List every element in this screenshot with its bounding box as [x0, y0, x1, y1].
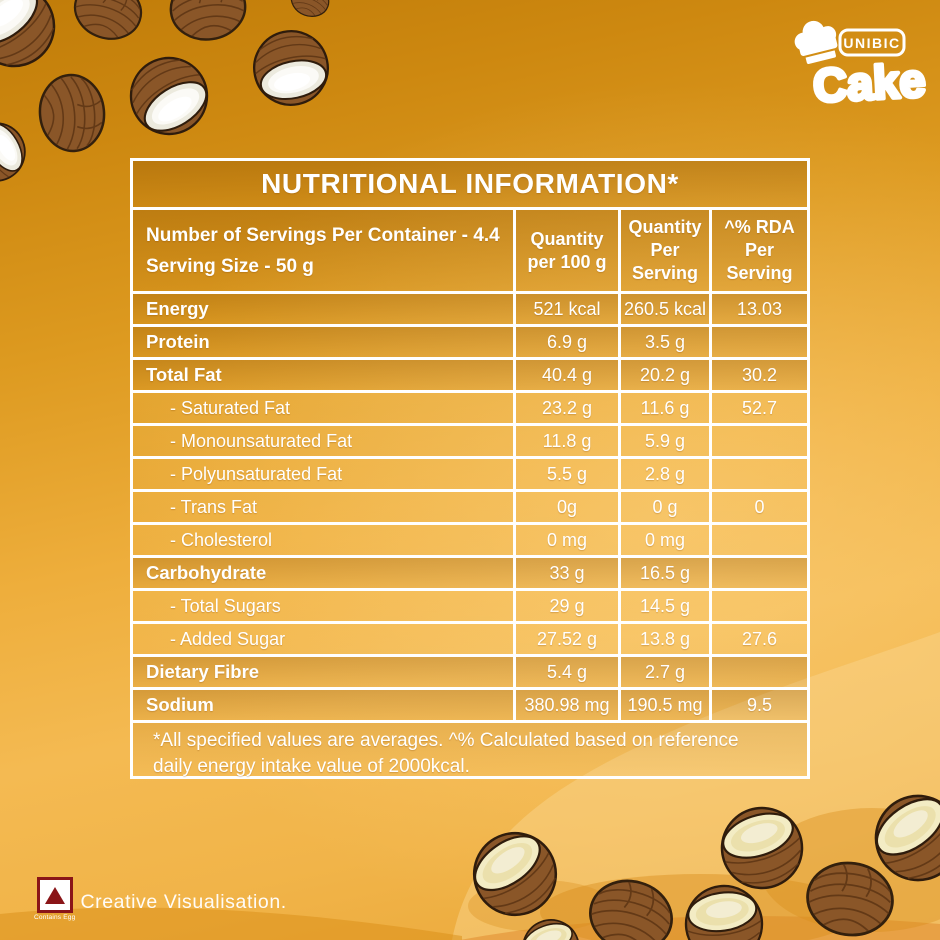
table-header: Number of Servings Per Container - 4.4 S…	[133, 207, 807, 291]
coconut-illustration	[66, 0, 150, 49]
table-row: Protein 6.9 g 3.5 g	[133, 324, 807, 357]
table-row: - Total Sugars 29 g 14.5 g	[133, 588, 807, 621]
footnote-line-1: *All specified values are averages. ^% C…	[153, 730, 739, 751]
table-row: - Cholesterol 0 mg 0 mg	[133, 522, 807, 555]
table-row: Dietary Fibre 5.4 g 2.7 g	[133, 654, 807, 687]
table-row: - Polyunsaturated Fat 5.5 g 2.8 g	[133, 456, 807, 489]
credit-text: Creative Visualisation.	[80, 891, 287, 913]
unibic-badge: UNIBIC	[838, 28, 906, 57]
table-row: Carbohydrate 33 g 16.5 g	[133, 555, 807, 588]
table-row: Sodium 380.98 mg 190.5 mg 9.5	[133, 687, 807, 720]
servings-per-container: Number of Servings Per Container - 4.4	[146, 224, 500, 246]
table-title: NUTRITIONAL INFORMATION*	[133, 161, 807, 207]
coconut-illustration	[0, 0, 72, 84]
bottom-left-wave	[0, 907, 462, 940]
table-row: Energy 521 kcal 260.5 kcal 13.03	[133, 291, 807, 324]
contains-egg-label: Contains Egg	[34, 914, 76, 921]
serving-size: Serving Size - 50 g	[146, 255, 314, 277]
unibic-wordmark: UNIBIC	[843, 35, 900, 51]
table-row: - Trans Fat 0g 0 g 0	[133, 489, 807, 522]
cake-wordmark: Cake	[812, 53, 927, 110]
light-wave	[452, 632, 940, 940]
nutrition-table: NUTRITIONAL INFORMATION* Number of Servi…	[130, 158, 810, 779]
table-row: Total Fat 40.4 g 20.2 g 30.2	[133, 357, 807, 390]
table-row: - Saturated Fat 23.2 g 11.6 g 52.7	[133, 390, 807, 423]
coconut-illustration	[35, 71, 109, 155]
coconut-illustration	[115, 42, 223, 150]
header-qty-per-100g: Quantity per 100 g	[513, 210, 618, 291]
coconut-illustration	[0, 111, 37, 193]
contains-egg-mark: Contains Egg	[34, 877, 75, 921]
table-footnote: *All specified values are averages. ^% C…	[133, 720, 807, 777]
credit-line: Contains Egg Creative Visualisation.	[34, 877, 287, 921]
non-veg-triangle-icon	[36, 877, 73, 913]
table-row: - Added Sugar 27.52 g 13.8 g 27.6	[133, 621, 807, 654]
header-qty-per-serving: Quantity Per Serving	[618, 210, 709, 291]
coconut-illustration	[246, 23, 336, 113]
header-rda-per-serving: ^% RDA Per Serving	[709, 210, 807, 291]
brand-logo: UNIBIC Cake	[778, 14, 930, 114]
chef-hat-icon	[794, 20, 838, 64]
footnote-line-2: daily energy intake value of 2000kcal.	[153, 756, 470, 777]
coconut-illustration	[165, 0, 251, 46]
header-servings: Number of Servings Per Container - 4.4 S…	[133, 210, 513, 291]
coconut-illustration	[286, 0, 334, 23]
table-row: - Monounsaturated Fat 11.8 g 5.9 g	[133, 423, 807, 456]
